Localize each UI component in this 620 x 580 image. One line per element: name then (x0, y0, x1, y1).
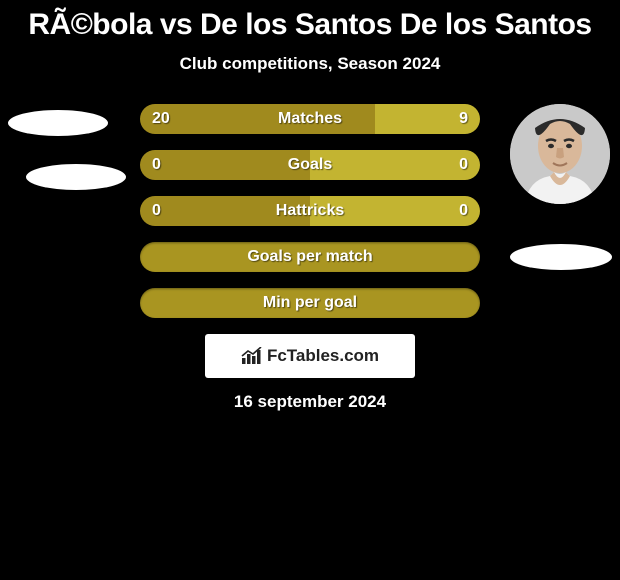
stat-row-goals-per-match: Goals per match (140, 242, 480, 272)
player-left-column (8, 104, 126, 190)
stat-right-value: 0 (459, 156, 468, 174)
avatar-icon (510, 104, 610, 204)
stat-right-value: 9 (459, 110, 468, 128)
team-badge-left-1 (8, 110, 108, 136)
stat-right-value: 0 (459, 202, 468, 220)
stat-row-hattricks: 0 0 Hattricks (140, 196, 480, 226)
stat-row-goals: 0 0 Goals (140, 150, 480, 180)
stat-label: Goals per match (247, 248, 372, 266)
page-title: RÃ©bola vs De los Santos De los Santos (0, 0, 620, 42)
team-badge-left-2 (26, 164, 126, 190)
stat-label: Hattricks (276, 202, 344, 220)
stat-row-matches: 20 9 Matches (140, 104, 480, 134)
player-right-avatar (510, 104, 610, 204)
bar-left-fill (140, 150, 310, 180)
stat-label: Goals (288, 156, 332, 174)
stat-label: Matches (278, 110, 342, 128)
date-text: 16 september 2024 (0, 392, 620, 412)
stat-bars: 20 9 Matches 0 0 Goals 0 0 Hattricks Goals per ma… (140, 104, 480, 318)
stat-left-value: 20 (152, 110, 170, 128)
attribution-text: FcTables.com (267, 346, 379, 366)
stat-left-value: 0 (152, 202, 161, 220)
comparison-area: 20 9 Matches 0 0 Goals 0 0 Hattricks Goals per ma… (0, 104, 620, 318)
bar-right-fill (310, 150, 480, 180)
team-badge-right-1 (510, 244, 612, 270)
chart-icon (241, 347, 263, 365)
attribution-banner: FcTables.com (205, 334, 415, 378)
page-subtitle: Club competitions, Season 2024 (0, 54, 620, 74)
stat-left-value: 0 (152, 156, 161, 174)
player-right-column (510, 104, 612, 270)
stat-row-min-per-goal: Min per goal (140, 288, 480, 318)
stat-label: Min per goal (263, 294, 357, 312)
